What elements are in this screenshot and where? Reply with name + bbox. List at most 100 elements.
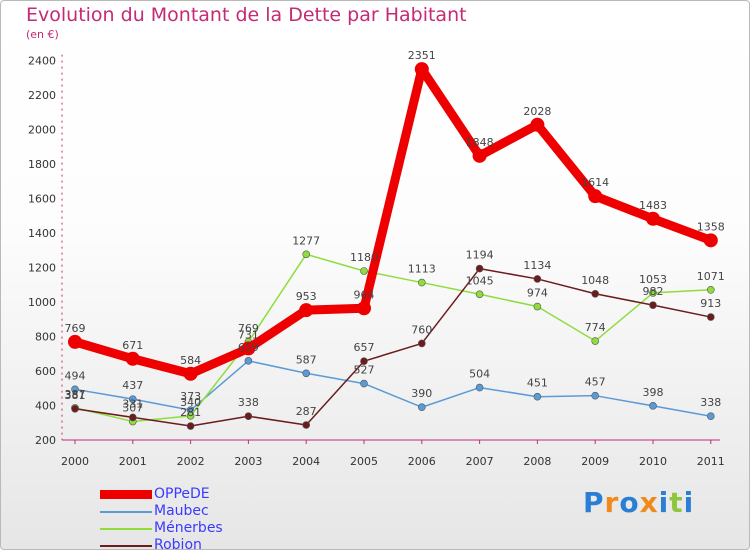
data-label: 373 bbox=[180, 390, 201, 403]
data-point bbox=[649, 289, 657, 297]
data-point bbox=[71, 404, 79, 413]
legend-swatch-robion bbox=[100, 545, 152, 547]
data-label: 504 bbox=[469, 368, 490, 381]
x-tick-label: 2002 bbox=[177, 455, 205, 468]
data-point bbox=[71, 385, 79, 394]
data-point bbox=[125, 351, 140, 366]
y-tick-label: 400 bbox=[35, 400, 56, 413]
data-point bbox=[183, 366, 198, 381]
y-tick-label: 800 bbox=[35, 331, 56, 344]
data-point bbox=[129, 413, 137, 422]
data-label: 1053 bbox=[639, 273, 667, 286]
y-tick-label: 1600 bbox=[28, 193, 56, 206]
data-label: 659 bbox=[238, 341, 259, 354]
y-tick-label: 1000 bbox=[28, 296, 56, 309]
data-label: 769 bbox=[238, 322, 259, 335]
logo-letter: o bbox=[619, 486, 640, 519]
logo-letter: x bbox=[639, 486, 659, 519]
chart-title: Evolution du Montant de la Dette par Hab… bbox=[26, 4, 467, 26]
data-point bbox=[299, 303, 314, 318]
data-label: 964 bbox=[354, 288, 375, 301]
data-point bbox=[360, 267, 368, 275]
y-tick-label: 2400 bbox=[28, 55, 56, 68]
data-label: 1134 bbox=[523, 259, 551, 272]
axes: 200 400 600 800 1000 1200 1400 1600 1800 2000 2200… bbox=[28, 54, 725, 468]
x-tick-label: 2011 bbox=[697, 455, 725, 468]
data-label: 340 bbox=[180, 396, 201, 409]
data-point bbox=[475, 383, 484, 392]
legend-label-oppede: OPPeDE bbox=[154, 486, 210, 502]
data-label: 437 bbox=[122, 379, 143, 392]
series-line-robion bbox=[74, 267, 712, 427]
data-point bbox=[649, 402, 657, 410]
data-point bbox=[706, 286, 715, 294]
data-point bbox=[414, 62, 429, 77]
data-point bbox=[591, 289, 600, 298]
data-label: 494 bbox=[65, 369, 86, 382]
data-label: 1194 bbox=[466, 249, 494, 262]
y-tick-label: 200 bbox=[35, 434, 56, 447]
data-label: 774 bbox=[585, 321, 606, 334]
data-point bbox=[475, 290, 484, 299]
legend-label-robion: Robion bbox=[154, 537, 202, 553]
series-line-ménerbes bbox=[74, 253, 712, 423]
data-label: 1848 bbox=[466, 136, 494, 149]
data-point bbox=[360, 357, 368, 365]
data-point bbox=[302, 250, 311, 259]
data-label: 2351 bbox=[408, 49, 436, 62]
logo-letter: r bbox=[604, 486, 620, 519]
legend-item-maubec: Maubec bbox=[100, 503, 300, 520]
line-chart: 200 400 600 800 1000 1200 1400 1600 1800 2000 2200… bbox=[28, 49, 725, 468]
data-label: 331 bbox=[122, 397, 143, 410]
y-tick-label: 2200 bbox=[28, 89, 56, 102]
data-point bbox=[706, 313, 715, 321]
data-label: 451 bbox=[527, 377, 548, 390]
data-label: 731 bbox=[238, 328, 259, 341]
legend-item-menerbes: Ménerbes bbox=[100, 520, 300, 537]
data-label: 584 bbox=[180, 354, 201, 367]
data-point bbox=[417, 278, 426, 287]
x-tick-label: 2004 bbox=[292, 455, 320, 468]
data-point bbox=[302, 369, 311, 378]
data-label: 671 bbox=[122, 339, 143, 352]
data-point bbox=[475, 264, 484, 273]
data-point bbox=[68, 334, 82, 349]
data-point bbox=[533, 392, 542, 401]
logo-letter: P bbox=[583, 486, 605, 519]
legend-swatch-maubec bbox=[100, 511, 152, 513]
data-label: 974 bbox=[527, 287, 548, 300]
data-label: 457 bbox=[585, 376, 606, 389]
data-label: 281 bbox=[180, 406, 201, 419]
series-line-maubec bbox=[74, 360, 712, 417]
data-label: 1358 bbox=[697, 220, 725, 233]
data-point bbox=[417, 339, 426, 348]
legend: OPPeDE Maubec Ménerbes Robion bbox=[100, 486, 300, 554]
data-label: 1045 bbox=[466, 274, 494, 287]
x-tick-label: 2009 bbox=[581, 455, 609, 468]
data-label: 587 bbox=[296, 353, 317, 366]
data-point bbox=[357, 301, 371, 316]
data-point bbox=[186, 422, 195, 430]
legend-swatch-oppede bbox=[100, 490, 152, 499]
data-point bbox=[591, 391, 600, 400]
data-label: 387 bbox=[65, 388, 86, 401]
x-tick-label: 2005 bbox=[350, 455, 378, 468]
data-label: 527 bbox=[354, 364, 375, 377]
data-label: 982 bbox=[643, 285, 664, 298]
data-label: 390 bbox=[411, 387, 432, 400]
data-point bbox=[129, 395, 137, 403]
data-point bbox=[244, 412, 253, 421]
data-point bbox=[244, 357, 253, 365]
data-label: 1483 bbox=[639, 199, 667, 212]
x-tick-label: 2003 bbox=[234, 455, 262, 468]
data-label: 1048 bbox=[581, 274, 609, 287]
data-point bbox=[186, 412, 195, 420]
series-line-oppede bbox=[70, 64, 716, 379]
y-tick-label: 1800 bbox=[28, 158, 56, 171]
data-point bbox=[360, 379, 368, 388]
data-label: 338 bbox=[700, 396, 721, 409]
data-label: 953 bbox=[296, 290, 317, 303]
logo-letter: i bbox=[683, 486, 695, 519]
data-label: 769 bbox=[65, 322, 86, 335]
